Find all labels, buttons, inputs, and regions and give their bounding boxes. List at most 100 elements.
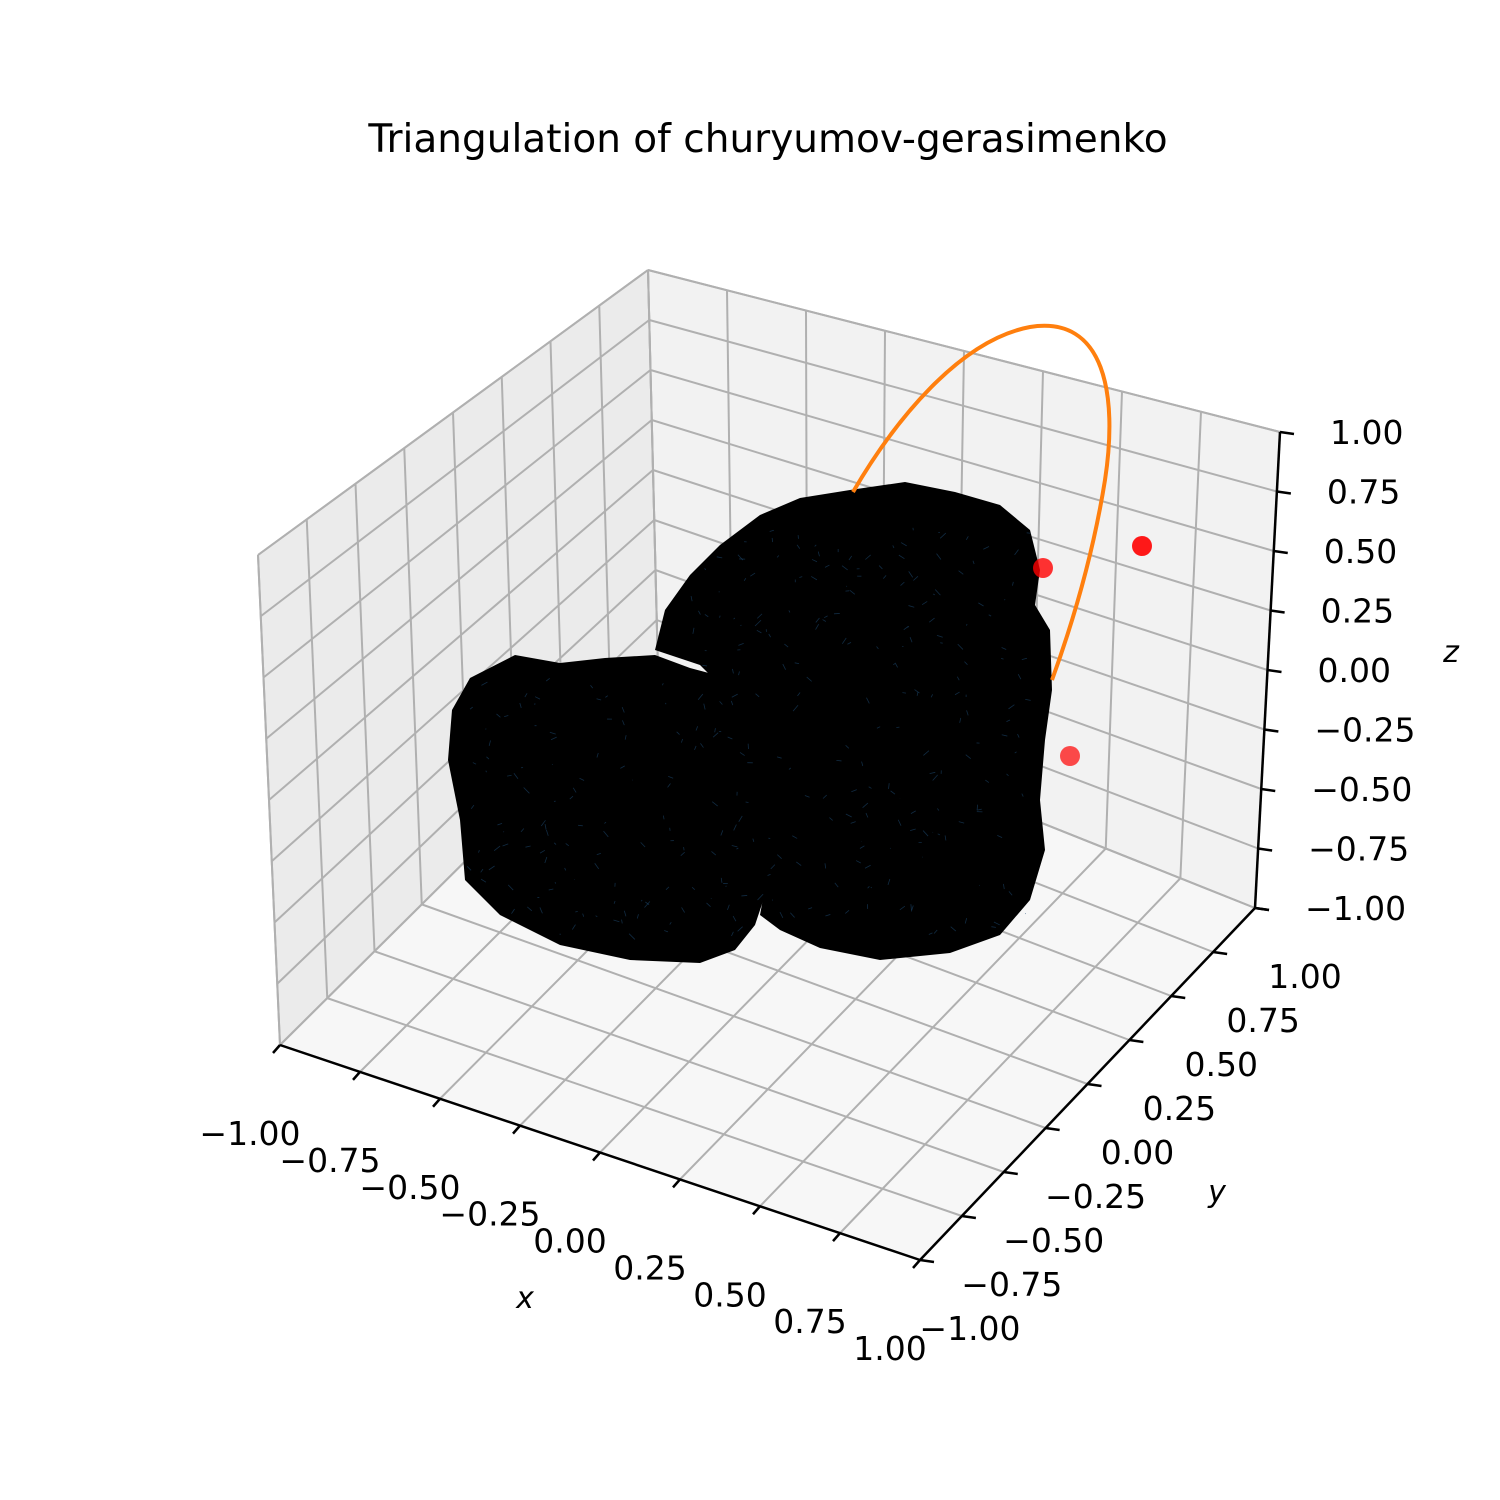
mesh-edge [572, 787, 577, 793]
mesh-edge [480, 868, 484, 873]
tick-labels: −1.00−1.00−1.00−0.75−0.75−0.75−0.50−0.50… [199, 413, 1415, 1368]
comet-mesh [466, 527, 1031, 940]
x-tick [752, 1205, 761, 1216]
mesh-edge [720, 877, 723, 883]
mesh-edge [752, 838, 755, 842]
mesh-edge [932, 774, 938, 781]
z-tick [1261, 787, 1276, 793]
z-tick [1273, 549, 1288, 555]
mesh-edge [937, 833, 941, 836]
x-axis-label: x [515, 1281, 534, 1316]
z-tick [1279, 430, 1295, 436]
z-tick [1270, 609, 1285, 614]
mesh-edge [488, 865, 495, 871]
mesh-edge [539, 849, 546, 854]
mesh-edge [892, 545, 895, 549]
mesh-edge [1000, 657, 1004, 660]
mesh-edge [972, 560, 975, 565]
mesh-edge [470, 804, 475, 809]
mesh-edge [806, 676, 812, 682]
mesh-edge [523, 787, 530, 794]
scatter-point [1033, 558, 1053, 578]
mesh-edge [664, 930, 669, 933]
mesh-edge [825, 914, 831, 917]
mesh-edge [959, 717, 962, 723]
mesh-edge [743, 577, 747, 582]
mesh-edge [731, 931, 734, 937]
mesh-edge [504, 715, 509, 718]
z-grid-line [265, 419, 653, 740]
mesh-edge [790, 912, 795, 918]
mesh-edge [799, 576, 803, 578]
x-tick-label: −0.25 [439, 1195, 540, 1234]
mesh-edge [466, 866, 472, 871]
mesh-edge [784, 643, 789, 648]
x-tick [832, 1232, 841, 1242]
mesh-edge [1001, 647, 1007, 650]
mesh-edge [623, 910, 627, 917]
mesh-edge [756, 629, 762, 634]
mesh-edge [910, 828, 916, 832]
mesh-edge [645, 901, 650, 905]
mesh-edge [737, 554, 744, 561]
mesh-edge [909, 637, 913, 643]
z-grid-line [260, 319, 650, 618]
mesh-edge [796, 544, 801, 549]
z-tick-label: 0.75 [1327, 473, 1400, 512]
mesh-edge [706, 902, 711, 907]
mesh-edge [1025, 699, 1031, 701]
x-grid-line [759, 847, 1107, 1207]
mesh-edge [554, 881, 557, 884]
mesh-edge [997, 835, 1003, 838]
mesh-edge [888, 783, 890, 789]
mesh-edge [794, 662, 800, 665]
mesh-edge [621, 706, 625, 713]
mesh-edge [928, 932, 933, 935]
mesh-edge [829, 817, 833, 821]
x-tick-label: 0.75 [773, 1302, 846, 1341]
mesh-edge [595, 915, 598, 918]
mesh-edge [750, 572, 756, 577]
x-tick [672, 1178, 681, 1189]
mesh-edge [991, 926, 996, 928]
x-tick-label: −0.75 [279, 1141, 380, 1180]
mesh-edge [910, 904, 912, 911]
mesh-edge [727, 736, 733, 740]
mesh-edge [486, 756, 490, 760]
mesh-edge [958, 570, 964, 575]
mesh-edge [546, 829, 549, 836]
mesh-edge [681, 907, 685, 913]
mesh-edge [738, 642, 744, 646]
mesh-edge [733, 617, 736, 620]
mesh-edge [544, 823, 547, 830]
mesh-edge [640, 899, 643, 902]
mesh-edge [1021, 793, 1024, 797]
mesh-edge [571, 924, 576, 930]
mesh-edge [900, 581, 905, 586]
mesh-edge [936, 553, 942, 560]
mesh-edge [511, 908, 515, 914]
comet-lobe-large [655, 482, 1052, 960]
mesh-edge [624, 735, 627, 740]
mesh-edge [910, 905, 914, 912]
mesh-edge [929, 617, 935, 623]
mesh-edge [732, 915, 737, 922]
y-tick-label: −0.25 [1045, 1177, 1146, 1216]
mesh-edge [788, 610, 791, 613]
mesh-edge [1004, 599, 1006, 601]
mesh-edge [930, 694, 933, 698]
mesh-edge [755, 693, 760, 698]
mesh-edge [767, 873, 771, 876]
y-tick [1045, 1126, 1060, 1132]
mesh-edge [936, 634, 943, 638]
mesh-edge [636, 914, 639, 919]
y-tick-label: 0.00 [1101, 1133, 1174, 1172]
mesh-edge [932, 593, 936, 596]
y-grid-line [598, 305, 612, 717]
mesh-edge [628, 933, 636, 940]
mesh-edge [579, 777, 585, 781]
mesh-edge [964, 918, 968, 924]
mesh-edge [662, 815, 665, 820]
z-tick [1267, 668, 1282, 674]
mesh-edge [848, 555, 853, 561]
